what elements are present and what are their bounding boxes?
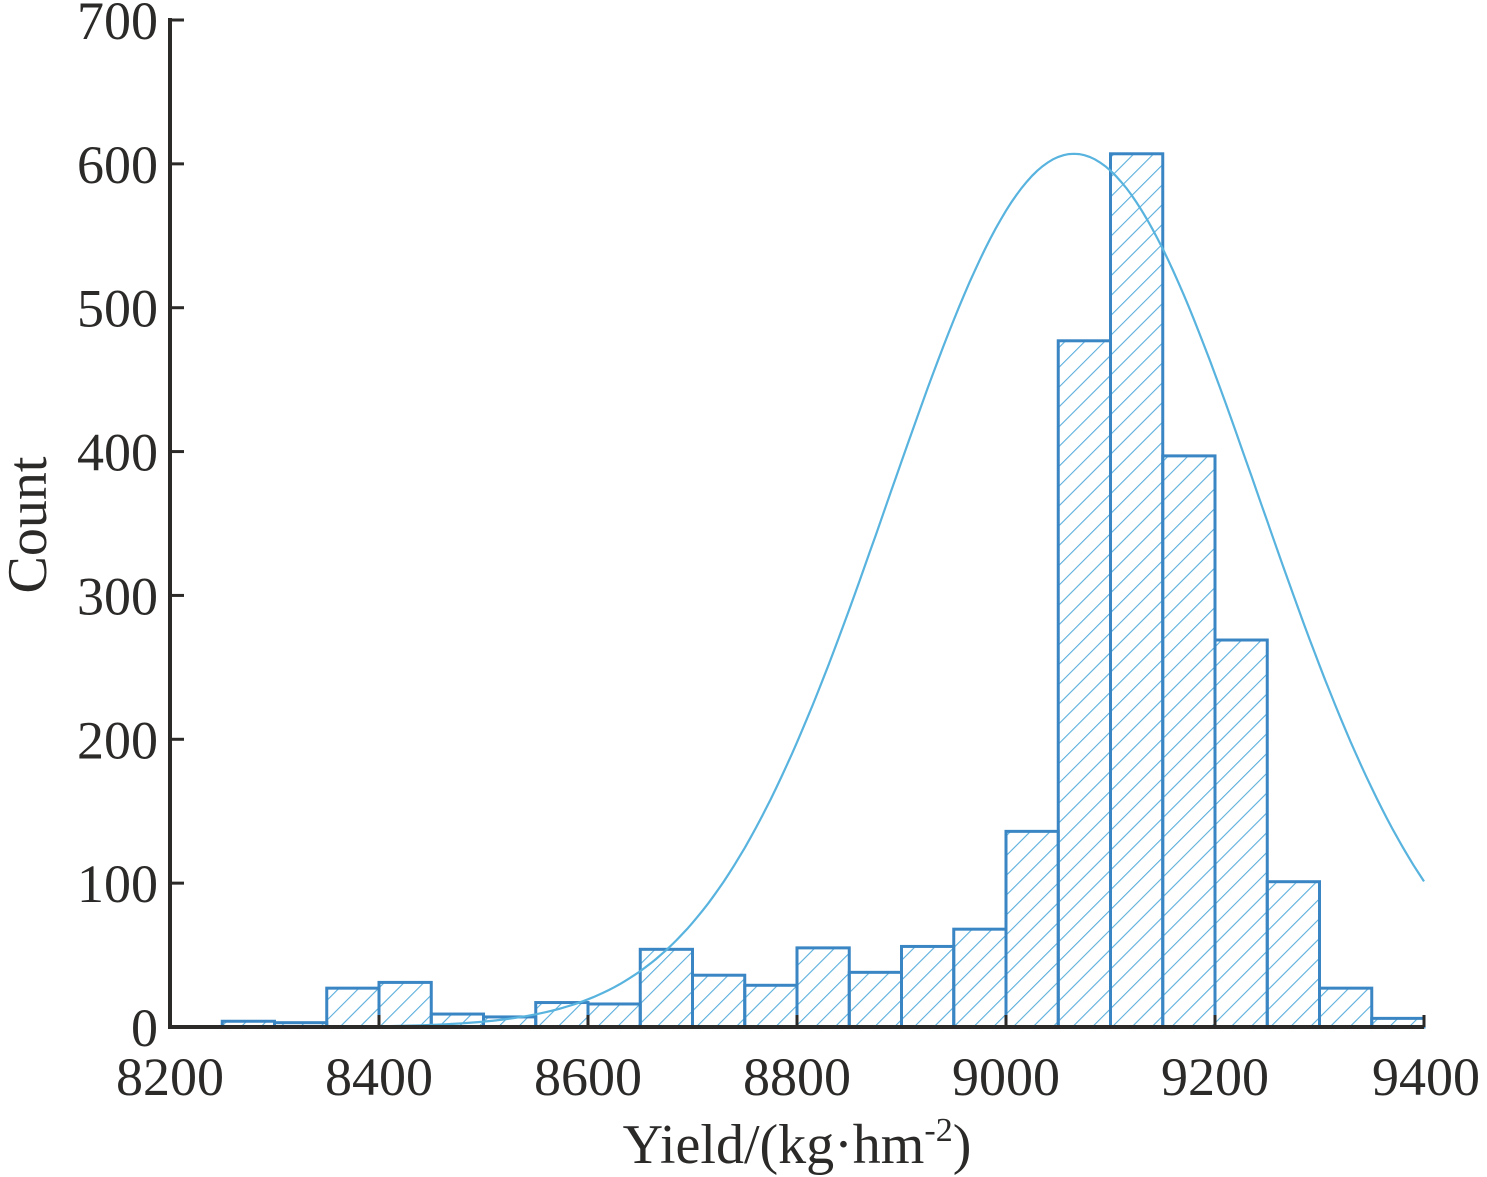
x-tick-labels: 8200 8400 8600 8800 9000 9200 9400 — [116, 1047, 1480, 1107]
histogram-bar-9200 — [1213, 638, 1269, 1029]
y-tick-label: 200 — [77, 710, 158, 770]
histogram-bar-9250 — [1265, 880, 1321, 1029]
axes-group — [168, 18, 1426, 1029]
y-tick-label: 700 — [77, 0, 158, 51]
y-tick-label: 600 — [77, 135, 158, 195]
histogram-bar-8850 — [847, 970, 903, 1029]
histogram-bar-8650 — [638, 947, 694, 1029]
histogram-bar-8550 — [534, 1001, 590, 1029]
bars-group — [220, 152, 1426, 1029]
x-tick-label: 9400 — [1372, 1047, 1480, 1107]
histogram-bar-9050 — [1056, 339, 1112, 1029]
histogram-bar-8750 — [743, 983, 799, 1029]
y-tick-label: 500 — [77, 279, 158, 339]
histogram-bar-8900 — [900, 944, 956, 1029]
x-tick-label: 8400 — [325, 1047, 433, 1107]
y-tick-labels: 0 100 200 300 400 500 600 700 — [77, 0, 158, 1058]
histogram-bar-9300 — [1318, 986, 1374, 1029]
x-axis-title: Yield/(kg·hm-2) — [623, 1112, 972, 1176]
histogram-bar-9100 — [1109, 152, 1165, 1029]
y-tick-label: 0 — [131, 998, 158, 1058]
histogram-bar-8350 — [325, 986, 381, 1029]
histogram-bar-8400 — [377, 980, 433, 1029]
x-tick-label: 8800 — [743, 1047, 851, 1107]
x-tick-label: 9000 — [952, 1047, 1060, 1107]
histogram-bar-8600 — [586, 1002, 642, 1029]
x-tick-label: 9200 — [1161, 1047, 1269, 1107]
x-tick-label: 8200 — [116, 1047, 224, 1107]
histogram-bar-9000 — [1004, 829, 1060, 1029]
histogram-bar-9150 — [1161, 454, 1217, 1029]
histogram-bar-8800 — [795, 946, 851, 1029]
y-axis-title: Count — [0, 456, 59, 593]
histogram-bar-8700 — [691, 973, 747, 1029]
histogram-bar-8950 — [952, 927, 1008, 1029]
x-tick-label: 8600 — [534, 1047, 642, 1107]
y-tick-label: 100 — [77, 854, 158, 914]
y-tick-label: 300 — [77, 566, 158, 626]
y-tick-label: 400 — [77, 423, 158, 483]
